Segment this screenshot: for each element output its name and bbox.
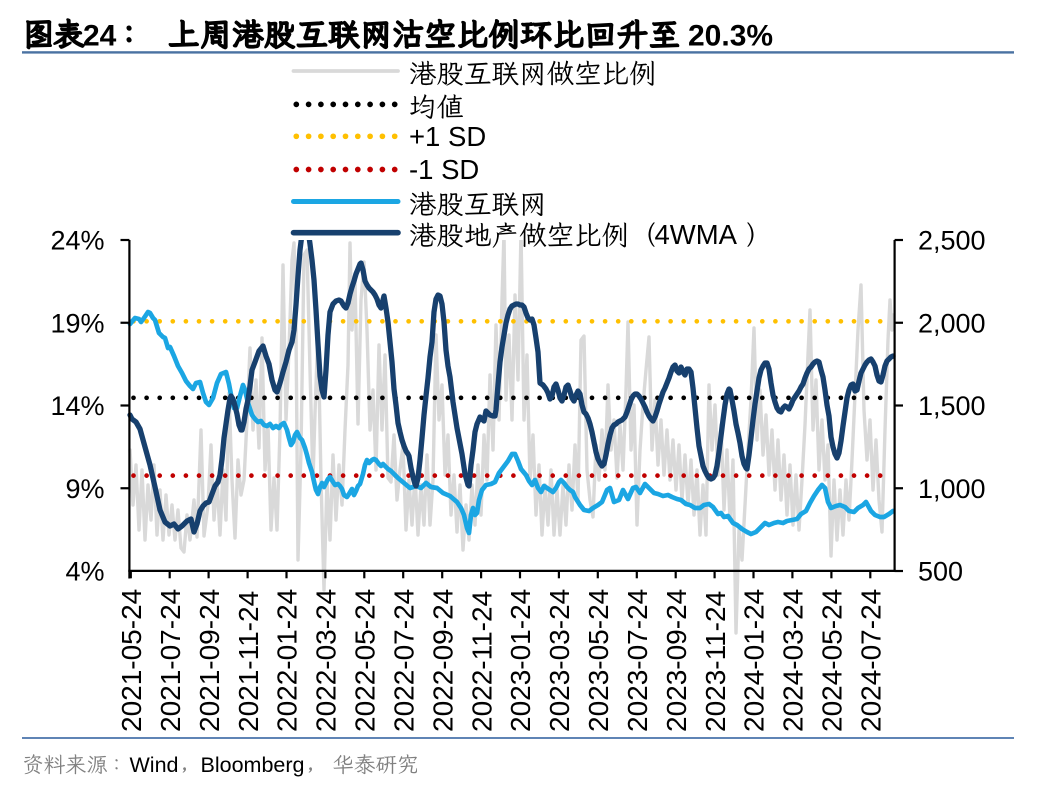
svg-text:1,500: 1,500 bbox=[918, 391, 986, 421]
svg-text:24: 24 bbox=[83, 20, 117, 53]
svg-text:2024-05-24: 2024-05-24 bbox=[817, 589, 848, 732]
svg-text:2,500: 2,500 bbox=[918, 226, 986, 256]
svg-text:2021-05-24: 2021-05-24 bbox=[116, 589, 147, 732]
svg-text:2024-07-24: 2024-07-24 bbox=[856, 589, 887, 732]
svg-text:2022-11-24: 2022-11-24 bbox=[466, 591, 497, 732]
svg-text:2024-01-24: 2024-01-24 bbox=[739, 589, 770, 732]
svg-text:2022-07-24: 2022-07-24 bbox=[388, 589, 419, 732]
svg-text:2022-05-24: 2022-05-24 bbox=[350, 589, 381, 732]
svg-text:2024-03-24: 2024-03-24 bbox=[778, 589, 809, 732]
svg-text:4WMA: 4WMA bbox=[655, 219, 738, 250]
svg-text:20.3%: 20.3% bbox=[688, 20, 773, 53]
svg-text:+1 SD: +1 SD bbox=[409, 121, 486, 152]
svg-text:24%: 24% bbox=[50, 226, 104, 256]
svg-text:14%: 14% bbox=[50, 391, 104, 421]
svg-text:Bloomberg: Bloomberg bbox=[201, 753, 305, 777]
svg-text:2021-07-24: 2021-07-24 bbox=[155, 589, 186, 732]
svg-text:2,000: 2,000 bbox=[918, 308, 986, 338]
svg-text:2022-01-24: 2022-01-24 bbox=[272, 589, 303, 732]
svg-text:2023-11-24: 2023-11-24 bbox=[700, 591, 731, 732]
svg-text:9%: 9% bbox=[65, 474, 104, 504]
svg-text:2023-03-24: 2023-03-24 bbox=[544, 589, 575, 732]
svg-text:2022-09-24: 2022-09-24 bbox=[427, 589, 458, 732]
svg-text:2023-07-24: 2023-07-24 bbox=[622, 589, 653, 732]
svg-text:2021-09-24: 2021-09-24 bbox=[194, 589, 225, 732]
svg-text:2022-03-24: 2022-03-24 bbox=[311, 589, 342, 732]
svg-text:2021-11-24: 2021-11-24 bbox=[233, 591, 264, 732]
svg-text:1,000: 1,000 bbox=[918, 474, 986, 504]
svg-text:2023-01-24: 2023-01-24 bbox=[505, 589, 536, 732]
svg-text:2023-09-24: 2023-09-24 bbox=[661, 589, 692, 732]
svg-text:19%: 19% bbox=[50, 308, 104, 338]
svg-text:Wind: Wind bbox=[130, 753, 179, 777]
svg-text:2023-05-24: 2023-05-24 bbox=[583, 589, 614, 732]
svg-text:500: 500 bbox=[918, 557, 963, 587]
svg-text:4%: 4% bbox=[65, 557, 104, 587]
svg-text:-1 SD: -1 SD bbox=[409, 154, 479, 185]
